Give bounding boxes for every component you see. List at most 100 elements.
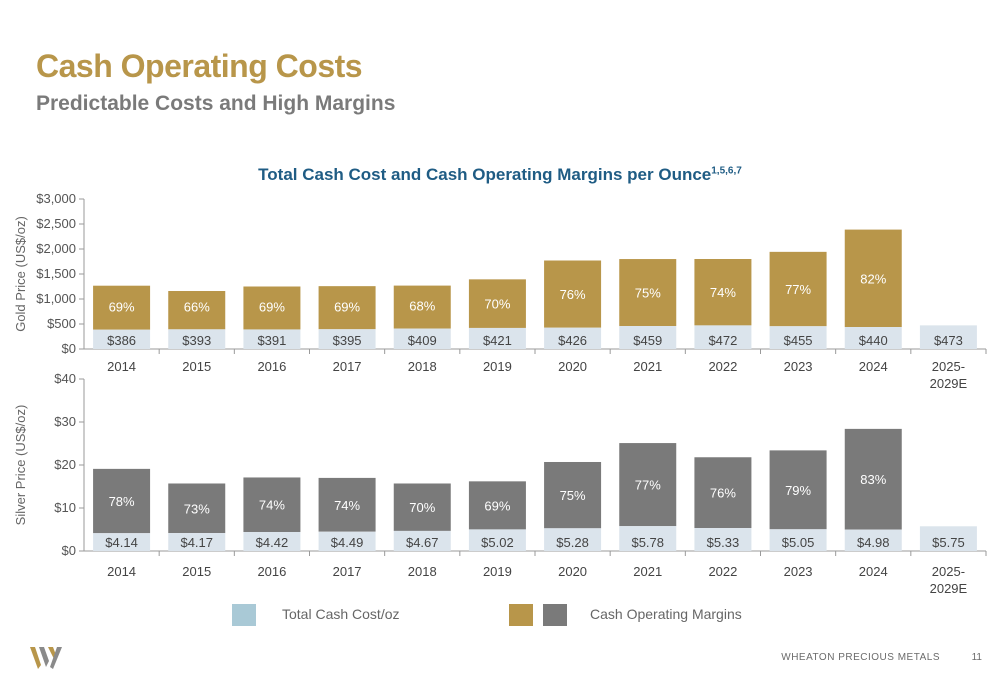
gold-x-tick-label-line2: 2029E <box>930 376 968 391</box>
gold-cost-bar <box>619 326 677 349</box>
gold-y-tick-label: $0 <box>62 341 76 356</box>
gold-cost-bar <box>243 329 301 349</box>
silver-x-tick-label: 2018 <box>408 564 437 579</box>
silver-margin-label: 73% <box>184 501 210 516</box>
gold-margin-bar <box>619 259 677 327</box>
silver-cost-label: $4.98 <box>857 535 890 550</box>
chart-title: Total Cash Cost and Cash Operating Margi… <box>0 165 1000 185</box>
gold-x-tick-label: 2014 <box>107 359 136 374</box>
silver-cost-bar <box>318 531 376 551</box>
silver-margin-label: 74% <box>259 498 285 513</box>
gold-margin-label: 74% <box>710 285 736 300</box>
gold-x-tick-label: 2018 <box>408 359 437 374</box>
legend-swatch-cost <box>232 604 256 626</box>
gold-y-tick-label: $1,000 <box>36 291 76 306</box>
silver-cost-label: $4.49 <box>331 535 364 550</box>
gold-y-tick-label: $1,500 <box>36 266 76 281</box>
gold-margin-bar <box>468 279 526 328</box>
silver-x-tick-label: 2022 <box>708 564 737 579</box>
gold-margin-bar <box>93 285 151 330</box>
company-logo-icon <box>30 647 62 669</box>
silver-x-tick-label: 2017 <box>333 564 362 579</box>
silver-margin-bar <box>393 483 451 531</box>
silver-y-tick-label: $40 <box>54 371 76 386</box>
gold-cost-bar <box>468 327 526 349</box>
gold-cost-bar <box>393 328 451 349</box>
gold-x-tick-label: 2024 <box>859 359 888 374</box>
silver-cost-label: $4.14 <box>105 535 138 550</box>
silver-margin-bar <box>243 477 301 532</box>
legend-swatch-gold-margin <box>509 604 533 626</box>
silver-cost-label: $5.75 <box>932 535 965 550</box>
silver-margin-label: 75% <box>560 488 586 503</box>
gold-margin-label: 69% <box>109 300 135 315</box>
silver-cost-bar <box>619 526 677 551</box>
gold-margin-label: 69% <box>334 299 360 314</box>
silver-margin-bar <box>168 483 226 534</box>
silver-margin-bar <box>619 443 677 527</box>
gold-margin-label: 76% <box>560 287 586 302</box>
gold-x-tick-label-line1: 2025- <box>932 359 965 374</box>
gold-cost-label: $473 <box>934 333 963 348</box>
legend-label-margin: Cash Operating Margins <box>590 606 742 622</box>
gold-x-tick-label: 2020 <box>558 359 587 374</box>
gold-y-tick-label: $3,000 <box>36 191 76 206</box>
silver-x-tick-label: 2021 <box>633 564 662 579</box>
silver-cost-label: $5.33 <box>707 535 740 550</box>
silver-x-tick-label: 2020 <box>558 564 587 579</box>
legend-swatch-silver-margin <box>543 604 567 626</box>
silver-margin-bar <box>318 477 376 532</box>
silver-cost-label: $4.67 <box>406 535 439 550</box>
silver-y-tick-label: $30 <box>54 414 76 429</box>
silver-x-tick-label: 2023 <box>784 564 813 579</box>
silver-x-tick-label: 2015 <box>182 564 211 579</box>
silver-margin-bar <box>769 450 827 530</box>
silver-margin-label: 69% <box>484 498 510 513</box>
gold-margin-bar <box>318 286 376 330</box>
silver-cost-bar <box>93 533 151 551</box>
page-number: 11 <box>971 652 982 663</box>
gold-margin-bar <box>844 229 902 327</box>
silver-cost-bar <box>769 529 827 551</box>
gold-margin-label: 68% <box>409 299 435 314</box>
gold-cost-bar <box>318 329 376 349</box>
silver-cost-label: $5.78 <box>631 535 664 550</box>
gold-x-tick-label: 2015 <box>182 359 211 374</box>
gold-margin-bar <box>393 285 451 329</box>
silver-margin-label: 70% <box>409 500 435 515</box>
silver-cost-label: $5.05 <box>782 535 815 550</box>
silver-margin-label: 74% <box>334 498 360 513</box>
gold-cost-bar <box>694 325 752 349</box>
gold-x-tick-label: 2023 <box>784 359 813 374</box>
gold-margin-label: 82% <box>860 271 886 286</box>
silver-y-axis-title: Silver Price (US$/oz) <box>13 405 28 526</box>
silver-margin-bar <box>93 468 151 534</box>
silver-x-tick-label-line2: 2029E <box>930 581 968 596</box>
silver-cost-label: $5.28 <box>556 535 589 550</box>
gold-margin-label: 75% <box>635 286 661 301</box>
chart-title-footnote: 1,5,6,7 <box>711 165 742 177</box>
gold-x-tick-label: 2017 <box>333 359 362 374</box>
gold-cost-label: $459 <box>633 333 662 348</box>
silver-x-tick-label: 2024 <box>859 564 888 579</box>
gold-cost-bar <box>168 329 226 349</box>
gold-cost-bar <box>844 327 902 349</box>
gold-cost-label: $395 <box>333 333 362 348</box>
silver-margin-label: 76% <box>710 486 736 501</box>
silver-cost-label: $4.42 <box>256 535 289 550</box>
gold-margin-label: 66% <box>184 299 210 314</box>
silver-y-tick-label: $10 <box>54 500 76 515</box>
silver-cost-bar <box>919 526 977 551</box>
gold-cost-bar <box>919 325 977 349</box>
silver-cost-bar <box>694 528 752 551</box>
silver-x-tick-label: 2016 <box>257 564 286 579</box>
page-title: Cash Operating Costs <box>36 48 363 84</box>
gold-margin-bar <box>694 259 752 326</box>
gold-y-tick-label: $2,500 <box>36 216 76 231</box>
silver-cost-label: $5.02 <box>481 535 514 550</box>
gold-cost-label: $426 <box>558 333 587 348</box>
gold-cost-label: $472 <box>708 333 737 348</box>
silver-cost-label: $4.17 <box>180 535 213 550</box>
gold-y-tick-label: $2,000 <box>36 241 76 256</box>
